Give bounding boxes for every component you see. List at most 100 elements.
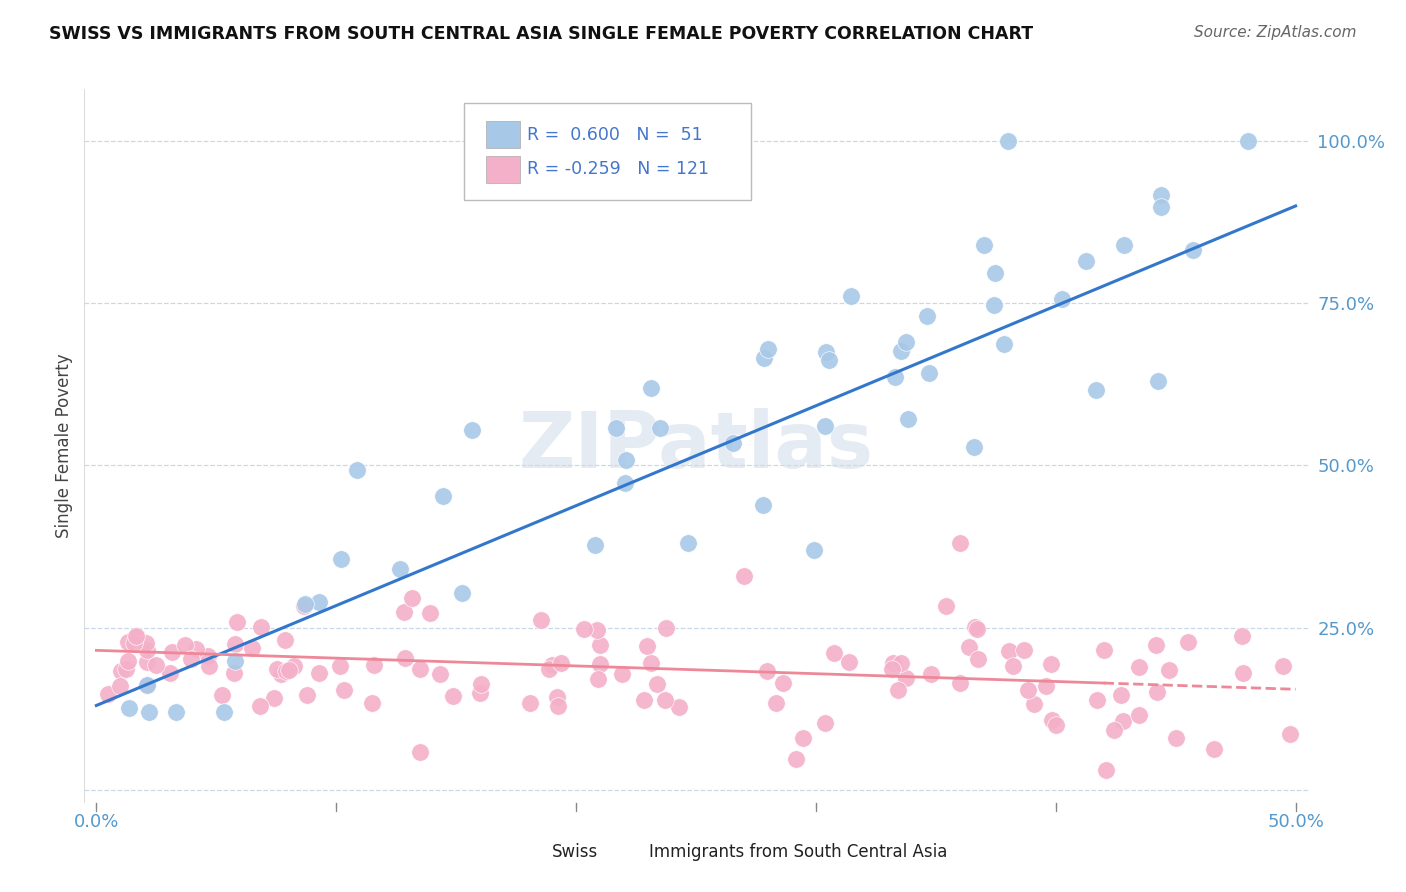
Point: [125, 630, 148, 644]
Point: [1111, 689, 1133, 703]
Point: [614, 476, 637, 491]
Point: [1177, 634, 1199, 648]
Point: [1232, 665, 1254, 680]
Point: [160, 645, 183, 659]
Point: [973, 238, 995, 252]
Point: [585, 623, 607, 637]
Point: [949, 536, 972, 550]
Point: [983, 298, 1005, 312]
Point: [308, 594, 330, 608]
Point: [249, 698, 271, 713]
Point: [880, 662, 903, 676]
Point: [240, 641, 263, 656]
Point: [186, 642, 208, 657]
Point: [401, 591, 423, 606]
Point: [294, 597, 316, 611]
Point: [883, 370, 905, 384]
Point: [733, 568, 755, 582]
Point: [432, 490, 454, 504]
Point: [752, 498, 775, 512]
Point: [135, 636, 157, 650]
Point: [917, 366, 939, 380]
Point: [610, 667, 633, 681]
Point: [997, 134, 1019, 148]
Point: [122, 636, 145, 650]
Point: [1050, 292, 1073, 306]
Point: [966, 622, 988, 636]
Point: [817, 352, 839, 367]
Point: [838, 656, 860, 670]
Point: [224, 654, 246, 668]
Point: [117, 654, 139, 668]
Point: [765, 697, 787, 711]
Point: [547, 699, 569, 714]
Point: [583, 538, 606, 552]
Point: [1084, 383, 1107, 397]
Point: [117, 634, 139, 648]
Point: [115, 662, 138, 676]
Point: [429, 667, 451, 681]
Text: Swiss: Swiss: [551, 843, 598, 861]
Point: [1092, 642, 1115, 657]
Point: [198, 658, 221, 673]
Point: [274, 664, 297, 678]
Point: [180, 652, 202, 666]
Point: [1128, 660, 1150, 674]
Point: [752, 351, 775, 365]
Point: [211, 688, 233, 702]
Point: [1045, 718, 1067, 732]
Point: [1012, 642, 1035, 657]
Point: [959, 640, 981, 654]
Point: [993, 337, 1015, 351]
Point: [266, 662, 288, 676]
Point: [274, 632, 297, 647]
Point: [814, 345, 837, 359]
Point: [897, 411, 920, 425]
Point: [419, 606, 441, 620]
Point: [1017, 683, 1039, 698]
Point: [388, 561, 411, 575]
Point: [654, 621, 676, 635]
Point: [1144, 638, 1167, 652]
Point: [333, 683, 356, 698]
Point: [136, 643, 159, 657]
Point: [222, 666, 245, 681]
Point: [360, 696, 382, 710]
Point: [640, 656, 662, 670]
Point: [136, 678, 159, 692]
Point: [1102, 723, 1125, 737]
Point: [530, 613, 553, 627]
Point: [329, 659, 352, 673]
Point: [1157, 663, 1180, 677]
FancyBboxPatch shape: [485, 155, 520, 183]
Point: [803, 542, 825, 557]
Point: [814, 715, 837, 730]
Point: [1085, 693, 1108, 707]
Point: [1040, 657, 1063, 672]
Point: [308, 666, 330, 681]
Point: [792, 731, 814, 746]
Point: [330, 552, 353, 566]
Point: [721, 435, 744, 450]
Point: [1150, 201, 1173, 215]
Point: [650, 421, 672, 435]
Point: [614, 453, 637, 467]
FancyBboxPatch shape: [519, 841, 546, 863]
Point: [1147, 374, 1170, 388]
Point: [823, 646, 845, 660]
Point: [589, 638, 612, 652]
Point: [589, 657, 612, 672]
Point: [1279, 727, 1302, 741]
Point: [394, 605, 416, 619]
Point: [110, 664, 132, 678]
Point: [461, 423, 484, 437]
Point: [984, 266, 1007, 280]
Point: [935, 599, 957, 614]
Point: [756, 342, 779, 356]
Point: [165, 705, 187, 719]
Point: [1022, 697, 1045, 711]
Point: [1164, 731, 1187, 745]
Point: [948, 676, 970, 690]
Point: [110, 679, 132, 693]
Point: [295, 689, 318, 703]
